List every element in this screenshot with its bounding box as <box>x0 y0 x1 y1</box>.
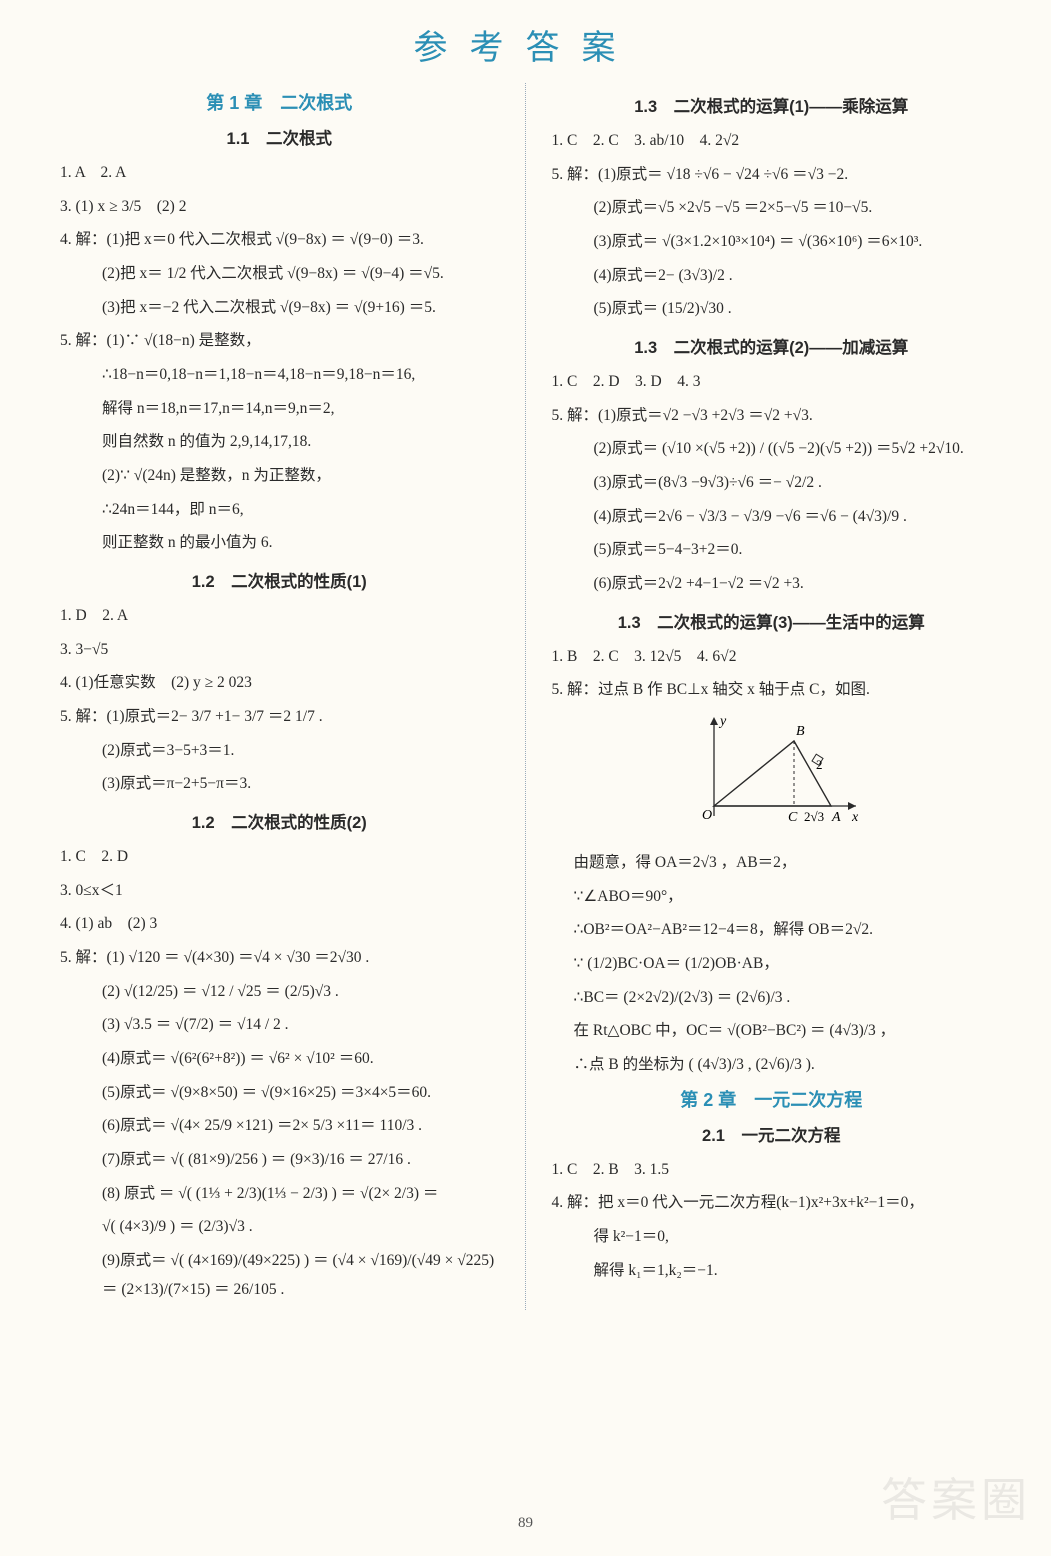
answer-line: (3)原式＝ √(3×1.2×10³×10⁴) ＝ √(36×10⁶) ＝6×1… <box>552 228 992 257</box>
answer-line: 3. 0≤x＜1 <box>60 877 499 906</box>
answer-line: 1. D 2. A <box>60 602 499 631</box>
answer-line: (7)原式＝ √( (81×9)/256 ) ＝ (9×3)/16 ＝ 27/1… <box>60 1146 499 1175</box>
answer-line: 解得 k₁＝1,k₂＝−1. <box>552 1257 992 1286</box>
answer-line: (2)原式＝3−5+3＝1. <box>60 737 499 766</box>
svg-text:C: C <box>788 810 798 825</box>
answer-line: 1. B 2. C 3. 12√5 4. 6√2 <box>552 643 992 672</box>
answer-line: (3)把 x＝−2 代入二次根式 √(9−8x) ＝ √(9+16) ＝5. <box>60 294 499 323</box>
answer-line: 1. A 2. A <box>60 159 499 188</box>
answer-line: 1. C 2. B 3. 1.5 <box>552 1156 992 1185</box>
answer-line: 4. (1)任意实数 (2) y ≥ 2 023 <box>60 669 499 698</box>
svg-text:x: x <box>851 810 859 825</box>
answer-line: ∴BC＝ (2×2√2)/(2√3) ＝ (2√6)/3 . <box>552 984 992 1013</box>
answer-line: 3. 3−√5 <box>60 636 499 665</box>
section-1-3-2-title: 1.3 二次根式的运算(2)——加减运算 <box>552 334 992 358</box>
answer-line: (2)∵ √(24n) 是整数，n 为正整数， <box>60 462 499 491</box>
answer-line: 在 Rt△OBC 中，OC＝ √(OB²−BC²) ＝ (4√3)/3 ， <box>552 1017 992 1046</box>
answer-line: (5)原式＝5−4−3+2＝0. <box>552 536 992 565</box>
answer-line: (3)原式＝(8√3 −9√3)÷√6 ＝− √2/2 . <box>552 469 992 498</box>
answer-line: ∵ (1/2)BC·OA＝ (1/2)OB·AB， <box>552 950 992 979</box>
answer-line: 5. 解：(1) √120 ＝ √(4×30) ＝√4 × √30 ＝2√30 … <box>60 944 499 973</box>
svg-text:O: O <box>702 808 712 823</box>
section-1-2-2-title: 1.2 二次根式的性质(2) <box>60 809 499 833</box>
answer-line: ∴OB²＝OA²−AB²＝12−4＝8，解得 OB＝2√2. <box>552 916 992 945</box>
chapter-2-heading: 第 2 章 一元二次方程 <box>552 1086 992 1112</box>
answer-line: 4. (1) ab (2) 3 <box>60 910 499 939</box>
answer-line: (2) √(12/25) ＝ √12 / √25 ＝ (2/5)√3 . <box>60 978 499 1007</box>
section-1-3-1-title: 1.3 二次根式的运算(1)——乘除运算 <box>552 93 992 117</box>
answer-line: (8) 原式 ＝ √( (1⅓ + 2/3)(1⅓ − 2/3) ) ＝ √(2… <box>60 1180 499 1209</box>
svg-text:y: y <box>718 714 727 729</box>
answer-line: 5. 解：(1)原式＝√2 −√3 +2√3 ＝√2 +√3. <box>552 402 992 431</box>
answer-line: (4)原式＝2√6 − √3/3 − √3/9 −√6 ＝√6 − (4√3)/… <box>552 503 992 532</box>
left-column: 第 1 章 二次根式 1.1 二次根式 1. A 2. A 3. (1) x ≥… <box>46 83 526 1310</box>
answer-line: (5)原式＝ (15/2)√30 . <box>552 295 992 324</box>
svg-text:2: 2 <box>816 757 823 772</box>
answer-line: 解得 n＝18,n＝17,n＝14,n＝9,n＝2, <box>60 395 499 424</box>
svg-text:A: A <box>831 810 841 825</box>
answer-line: (2)原式＝√5 ×2√5 −√5 ＝2×5−√5 ＝10−√5. <box>552 194 992 223</box>
answer-line: (6)原式＝2√2 +4−1−√2 ＝√2 +3. <box>552 570 992 599</box>
answer-line: (2)原式＝ (√10 ×(√5 +2)) / ((√5 −2)(√5 +2))… <box>552 435 992 464</box>
answer-line: (5)原式＝ √(9×8×50) ＝ √(9×16×25) ＝3×4×5＝60. <box>60 1079 499 1108</box>
answer-line: ∴点 B 的坐标为 ( (4√3)/3 , (2√6)/3 ). <box>552 1051 992 1080</box>
answer-line: (6)原式＝ √(4× 25/9 ×121) ＝2× 5/3 ×11＝ 110/… <box>60 1112 499 1141</box>
answer-line: (4)原式＝ √(6²(6²+8²)) ＝ √6² × √10² ＝60. <box>60 1045 499 1074</box>
answer-line: 5. 解：(1)∵ √(18−n) 是整数， <box>60 327 499 356</box>
triangle-diagram: y x O B C A 2 2√3 <box>676 711 866 841</box>
svg-text:B: B <box>796 724 805 739</box>
two-column-layout: 第 1 章 二次根式 1.1 二次根式 1. A 2. A 3. (1) x ≥… <box>0 83 1051 1310</box>
answer-line: (2)把 x＝ 1/2 代入二次根式 √(9−8x) ＝ √(9−4) ＝√5. <box>60 260 499 289</box>
answer-line: 4. 解：(1)把 x＝0 代入二次根式 √(9−8x) ＝ √(9−0) ＝3… <box>60 226 499 255</box>
answer-line: ∴24n＝144，即 n＝6, <box>60 496 499 525</box>
section-1-2-1-title: 1.2 二次根式的性质(1) <box>60 568 499 592</box>
section-2-1-title: 2.1 一元二次方程 <box>552 1122 992 1146</box>
answer-line: 5. 解：(1)原式＝ √18 ÷√6 − √24 ÷√6 ＝√3 −2. <box>552 161 992 190</box>
answer-line: ∴18−n＝0,18−n＝1,18−n＝4,18−n＝9,18−n＝16, <box>60 361 499 390</box>
answer-line: (3) √3.5 ＝ √(7/2) ＝ √14 / 2 . <box>60 1011 499 1040</box>
right-column: 1.3 二次根式的运算(1)——乘除运算 1. C 2. C 3. ab/10 … <box>526 83 1006 1310</box>
answer-line: 则自然数 n 的值为 2,9,14,17,18. <box>60 428 499 457</box>
page-title: 参考答案 <box>0 20 1051 69</box>
answer-line: (9)原式＝ √( (4×169)/(49×225) ) ＝ (√4 × √16… <box>60 1247 499 1304</box>
svg-text:2√3: 2√3 <box>804 809 824 824</box>
answer-line: 则正整数 n 的最小值为 6. <box>60 529 499 558</box>
answer-line: 5. 解：(1)原式＝2− 3/7 +1− 3/7 ＝2 1/7 . <box>60 703 499 732</box>
answer-line: (3)原式＝π−2+5−π＝3. <box>60 770 499 799</box>
section-1-1-title: 1.1 二次根式 <box>60 125 499 149</box>
watermark: 答案圈 <box>881 1464 1031 1530</box>
chapter-1-heading: 第 1 章 二次根式 <box>60 89 499 115</box>
answer-line: ∵∠ABO＝90°， <box>552 883 992 912</box>
answer-line: 4. 解：把 x＝0 代入一元二次方程(k−1)x²+3x+k²−1＝0， <box>552 1189 992 1218</box>
answer-line: 3. (1) x ≥ 3/5 (2) 2 <box>60 193 499 222</box>
section-1-3-3-title: 1.3 二次根式的运算(3)——生活中的运算 <box>552 609 992 633</box>
answer-line: 1. C 2. D 3. D 4. 3 <box>552 368 992 397</box>
answer-line: 1. C 2. D <box>60 843 499 872</box>
answer-line: 1. C 2. C 3. ab/10 4. 2√2 <box>552 127 992 156</box>
answer-line: 由题意，得 OA＝2√3 ，AB＝2， <box>552 849 992 878</box>
answer-line: (4)原式＝2− (3√3)/2 . <box>552 262 992 291</box>
answer-line: 得 k²−1＝0, <box>552 1223 992 1252</box>
answer-line: 5. 解：过点 B 作 BC⊥x 轴交 x 轴于点 C，如图. <box>552 676 992 705</box>
answer-line: √( (4×3)/9 ) ＝ (2/3)√3 . <box>60 1213 499 1242</box>
